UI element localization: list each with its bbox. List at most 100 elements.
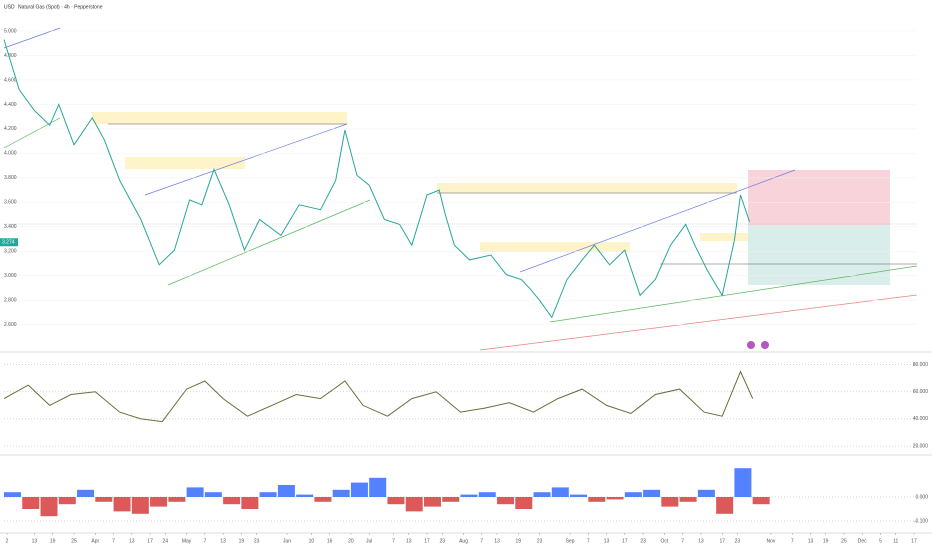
trend-line: [144, 123, 348, 196]
y-tick-label: 60.000: [913, 389, 929, 395]
x-tick-label: 13: [604, 538, 610, 544]
event-icon: [761, 341, 769, 349]
histogram-bar: [40, 497, 58, 517]
x-tick-label: 23: [735, 538, 741, 544]
histogram-bar: [734, 468, 752, 497]
histogram-bar: [168, 497, 186, 502]
histogram-bar: [22, 497, 40, 509]
histogram-bar: [423, 497, 441, 507]
x-tick-label: Nov: [766, 538, 775, 544]
histogram-bar: [478, 492, 496, 497]
x-tick-label: 13: [406, 538, 412, 544]
x-tick-label: 7: [112, 538, 115, 544]
histogram-bar: [752, 497, 770, 505]
x-tick-label: 13: [808, 538, 814, 544]
y-tick-label: 4.400: [4, 102, 17, 108]
histogram-bar: [624, 492, 642, 497]
x-tick-label: May: [182, 538, 192, 544]
y-tick-label: 4.800: [4, 53, 17, 59]
histogram-bar: [570, 494, 588, 497]
x-tick-label: Oct: [661, 538, 669, 544]
x-tick-label: 19: [239, 538, 245, 544]
y-tick-label: 3.000: [4, 273, 17, 279]
x-tick-label: 13: [494, 538, 500, 544]
x-tick-label: 17: [719, 538, 725, 544]
trend-line: [3, 27, 61, 49]
histogram-bar: [405, 497, 423, 512]
y-tick-label: 3.600: [4, 200, 17, 206]
histogram-bar: [643, 489, 661, 497]
x-tick-label: 11: [893, 538, 898, 544]
histogram-bar: [588, 497, 606, 502]
trend-line: [479, 294, 918, 351]
x-tick-label: Jul: [366, 538, 372, 544]
zone: [480, 242, 630, 252]
histogram-bar: [277, 485, 295, 497]
zone: [437, 183, 737, 193]
histogram-bar: [387, 497, 405, 505]
histogram-bar: [223, 497, 241, 505]
x-tick-label: 7: [681, 538, 684, 544]
x-tick-label: 19: [516, 538, 522, 544]
price-line: [3, 370, 754, 423]
histogram-bar: [442, 497, 460, 502]
trend-line: [519, 169, 796, 273]
x-tick-label: Dec: [858, 538, 867, 544]
x-tick-label: 10: [309, 538, 315, 544]
histogram-bar: [332, 489, 350, 497]
histogram-bar: [369, 477, 387, 497]
histogram-bar: [679, 497, 697, 502]
x-tick-label: 13: [220, 538, 226, 544]
x-tick-label: 5: [879, 538, 882, 544]
y-tick-label: -0.100: [914, 518, 928, 524]
histogram-bar: [186, 487, 204, 497]
zone: [92, 112, 347, 124]
x-tick-label: 13: [698, 538, 704, 544]
histogram-bar: [606, 497, 624, 500]
y-tick-label: 4.600: [4, 77, 17, 83]
x-tick-label: 17: [911, 538, 917, 544]
x-tick-label: 13: [32, 538, 38, 544]
histogram-bar: [460, 494, 478, 497]
last-price-label: 3.274: [2, 240, 15, 246]
histogram-bar: [296, 494, 314, 497]
histogram-bar: [533, 492, 551, 497]
x-tick-label: Sep: [566, 538, 575, 544]
x-tick-label: 7: [791, 538, 794, 544]
histogram-bar: [77, 489, 95, 497]
y-tick-label: 3.400: [4, 224, 17, 230]
y-tick-label: 4.000: [4, 151, 17, 157]
histogram-bar: [204, 492, 222, 497]
histogram-bar: [716, 497, 734, 514]
stop-zone: [748, 170, 890, 225]
y-tick-label: 0.000: [915, 494, 928, 500]
histogram-bar: [95, 497, 113, 502]
x-tick-label: 19: [823, 538, 829, 544]
y-tick-label: 20.000: [913, 443, 929, 449]
histogram-bar: [58, 497, 76, 505]
histogram-bar: [697, 489, 715, 497]
zone: [125, 157, 245, 169]
x-tick-label: 23: [254, 538, 260, 544]
x-tick-label: 23: [640, 538, 646, 544]
x-tick-label: 23: [537, 538, 543, 544]
price-line: [3, 39, 751, 319]
x-tick-label: 19: [50, 538, 56, 544]
y-tick-label: 5.000: [4, 28, 17, 34]
x-tick-label: 16: [327, 538, 333, 544]
histogram-bar: [241, 497, 259, 509]
trend-line: [549, 265, 918, 323]
trend-line: [167, 199, 371, 286]
x-tick-label: 13: [129, 538, 135, 544]
x-tick-label: Aug: [459, 538, 468, 544]
histogram-bar: [4, 492, 21, 497]
x-tick-label: Apr: [91, 538, 99, 544]
histogram-bar: [150, 497, 168, 507]
last-price-box: [0, 238, 18, 247]
y-tick-label: 2.800: [4, 298, 17, 304]
x-tick-label: 7: [480, 538, 483, 544]
x-tick-label: 7: [203, 538, 206, 544]
y-tick-label: 3.800: [4, 175, 17, 181]
histogram-bar: [551, 487, 569, 497]
